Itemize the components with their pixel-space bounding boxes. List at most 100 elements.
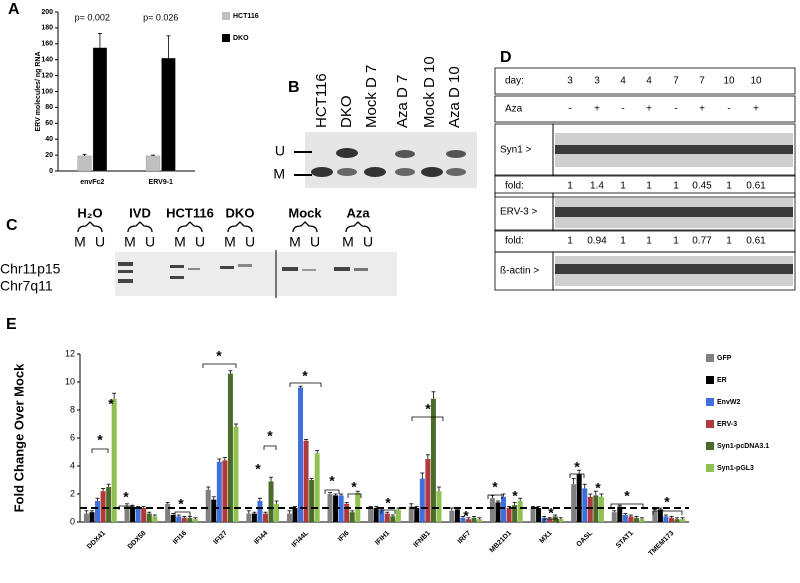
bar (227, 373, 233, 522)
error-bar (460, 516, 465, 518)
error-bar (658, 507, 663, 510)
error-bar (246, 510, 251, 514)
cell: 1 (620, 236, 626, 247)
bar (611, 512, 617, 522)
bar (327, 494, 333, 522)
significance-star: * (492, 479, 498, 495)
table-cell (494, 95, 796, 123)
blot-label: ERV-3 > (500, 207, 537, 218)
significance-bracket (174, 511, 191, 516)
cell: - (621, 104, 624, 115)
error-bar (206, 486, 211, 490)
significance-bracket (324, 489, 340, 494)
bar (77, 155, 92, 172)
error-bar (339, 493, 344, 496)
gel-bands (118, 262, 368, 283)
y-tick-label: 180 (41, 25, 53, 32)
legend-swatch (706, 376, 714, 384)
x-tick-label: ERV9-1 (149, 179, 173, 186)
significance-star: * (512, 488, 518, 504)
cell: 3 (567, 76, 573, 87)
bar (547, 519, 553, 522)
bar (395, 509, 401, 522)
bar (668, 517, 674, 522)
significance-star: * (97, 432, 103, 448)
error-bar (269, 476, 274, 482)
bar (419, 478, 425, 522)
bar (436, 491, 442, 522)
bar (652, 510, 658, 522)
bar (92, 47, 108, 172)
bar (506, 508, 512, 522)
lane-label: M (124, 234, 136, 250)
p-value: p= 0.002 (75, 12, 110, 22)
bar (292, 508, 298, 522)
error-bar (680, 517, 685, 520)
gel-bands (311, 148, 466, 177)
error-bar (193, 517, 198, 520)
y-tick-label: 0 (49, 168, 53, 175)
y-tick-label: 4 (70, 460, 75, 470)
cell: 4 (646, 76, 652, 87)
table-cell (552, 251, 796, 291)
error-bar (101, 487, 106, 492)
error-bar (571, 478, 576, 485)
error-bar (152, 514, 157, 517)
cell: 0.61 (746, 181, 766, 192)
bar (274, 503, 280, 522)
error-bar (89, 510, 94, 513)
bar (571, 484, 577, 522)
group-label: IVD (129, 205, 151, 220)
significance-star: * (595, 480, 601, 496)
bar (146, 513, 152, 522)
bar (246, 513, 252, 522)
significance-star: * (463, 508, 469, 524)
legend-label: Syn1-pGL3 (717, 465, 754, 472)
significance-star: * (267, 428, 273, 444)
gel-image (305, 132, 477, 188)
cell: 7 (699, 76, 705, 87)
error-bar (298, 385, 303, 388)
error-bar (599, 493, 604, 497)
bar (384, 513, 390, 522)
gel-band (354, 268, 368, 271)
cell: 4 (620, 76, 626, 87)
error-bar (518, 497, 523, 501)
bar (582, 488, 588, 522)
cell: 0.77 (692, 236, 712, 247)
cell: - (568, 104, 571, 115)
error-bar (95, 497, 100, 501)
error-bar (355, 490, 360, 493)
lane-label: Mock D 7 (363, 65, 380, 128)
gel-band (238, 264, 252, 267)
bar (657, 509, 663, 522)
cell: - (674, 104, 677, 115)
error-bar (263, 511, 268, 514)
cell: 1 (620, 181, 626, 192)
group-bracket (77, 221, 103, 233)
error-bar (315, 450, 320, 454)
error-bar (304, 438, 309, 441)
table-cell (494, 174, 796, 198)
cell: 1 (646, 181, 652, 192)
table-cell (552, 192, 796, 232)
error-bar (436, 486, 441, 492)
error-bar (176, 514, 181, 517)
group-bracket (177, 221, 203, 233)
cell: 1 (726, 181, 732, 192)
bar (233, 426, 239, 522)
error-bar (582, 483, 587, 489)
error-bar (542, 516, 547, 518)
legend-label: ER (717, 377, 727, 384)
error-bar (84, 510, 89, 514)
error-bar (553, 514, 558, 517)
group-label: H₂O (77, 205, 102, 220)
error-bar (477, 517, 482, 520)
legend-swatch (706, 464, 714, 472)
significance-bracket (347, 493, 362, 498)
error-bar (257, 497, 262, 501)
cell: 0.61 (746, 236, 766, 247)
y-tick-label: 10 (65, 376, 75, 386)
error-bar (558, 517, 563, 520)
gel-band (446, 150, 466, 158)
